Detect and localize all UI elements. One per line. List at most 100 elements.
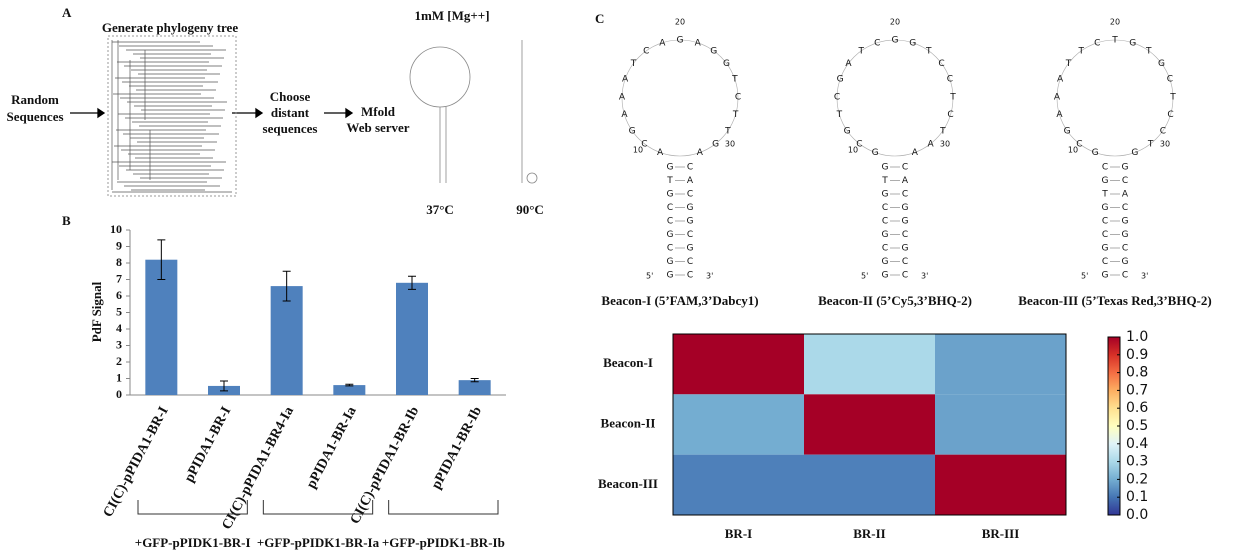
nucleotide: C (1122, 271, 1128, 281)
nucleotide: A (687, 176, 694, 186)
nucleotide: C (1160, 126, 1166, 136)
nucleotide: G (882, 230, 889, 240)
nucleotide: C (902, 190, 908, 200)
nucleotide: C (687, 190, 693, 200)
nucleotide: T (939, 126, 946, 136)
column-label: BR-III (982, 526, 1020, 541)
y-tick-label: 3 (116, 337, 122, 351)
nucleotide: T (1111, 36, 1118, 46)
nucleotide: T (949, 92, 956, 102)
heatmap-cell (935, 394, 1066, 454)
heatmap-cell (804, 334, 935, 394)
nucleotide: G (1102, 271, 1109, 281)
mfold-structures (410, 40, 537, 183)
nucleotide: C (687, 230, 693, 240)
strand-end: 3' (921, 272, 928, 281)
colorbar-tick-label: 0.3 (1126, 454, 1148, 470)
nucleotide: T (731, 75, 738, 85)
step-text: Random (11, 92, 59, 107)
nucleotide: G (667, 190, 674, 200)
strand-end: 3' (1141, 272, 1148, 281)
tree-frame (108, 36, 236, 196)
nucleotide: C (1102, 163, 1108, 173)
colorbar-tick-label: 0.7 (1126, 382, 1148, 398)
nucleotide: G (1102, 176, 1109, 186)
position-label: 30 (725, 140, 735, 149)
position-label: 20 (675, 18, 685, 27)
tree-title: Generate phylogeny tree (102, 20, 238, 35)
figure: A B C Generate phylogeny tree Random Seq… (0, 0, 1243, 551)
bar (459, 380, 491, 395)
y-tick-label: 4 (116, 321, 122, 335)
loop-outline (1057, 40, 1173, 156)
temperature: 37°C (426, 202, 454, 217)
nucleotide: G (882, 271, 889, 281)
nucleotide: T (836, 110, 843, 120)
x-tick-label: CI(C)-pPIDA1-BR4-Ia (220, 404, 298, 532)
nucleotide: A (902, 176, 909, 186)
x-tick-label: pPIDA1-BR-Ia (304, 404, 360, 491)
nucleotide: G (837, 75, 844, 85)
y-tick-label: 9 (116, 238, 122, 252)
nucleotide: T (1101, 190, 1108, 200)
nucleotide: C (735, 92, 741, 102)
position-label: 10 (1068, 146, 1078, 155)
nucleotide: G (892, 36, 899, 46)
step-text: Web server (346, 120, 409, 135)
nucleotide: C (947, 110, 953, 120)
nucleotide: C (938, 59, 944, 69)
nucleotide: A (619, 92, 626, 102)
step-text: sequences (263, 121, 318, 136)
y-tick-label: 1 (116, 370, 122, 384)
nucleotide: G (1122, 163, 1129, 173)
row-label: Beacon-III (598, 476, 658, 491)
nucleotide: C (667, 217, 673, 227)
nucleotide: C (1122, 176, 1128, 186)
step-text: distant (271, 105, 310, 120)
nucleotide: T (858, 46, 865, 56)
nucleotide: T (732, 110, 739, 120)
nucleotide: A (697, 148, 704, 158)
nucleotide: A (621, 110, 628, 120)
nucleotide: G (629, 126, 636, 136)
nucleotide: C (687, 257, 693, 267)
nucleotide: G (1064, 126, 1071, 136)
beacon-label: Beacon-II (5’Cy5,3’BHQ-2) (818, 293, 972, 308)
strand-end: 5' (646, 272, 653, 281)
beacon-label: Beacon-I (5’FAM,3’Dabcy1) (601, 293, 758, 308)
nucleotide: C (902, 257, 908, 267)
nucleotide: C (882, 244, 888, 254)
position-label: 30 (1160, 140, 1170, 149)
step-text: Sequences (6, 109, 63, 124)
nucleotide: G (723, 59, 730, 69)
position-label: 10 (633, 146, 643, 155)
loop-outline (622, 40, 738, 156)
nucleotide: C (1102, 217, 1108, 227)
bar (271, 286, 303, 395)
nucleotide: G (687, 244, 694, 254)
column-label: BR-II (853, 526, 886, 541)
y-axis-label: PdF Signal (89, 281, 104, 342)
nucleotide: A (845, 59, 852, 69)
nucleotide: C (687, 163, 693, 173)
temperature: 90°C (516, 202, 544, 217)
x-tick-label: pPIDA1-BR-Ib (429, 404, 485, 492)
step-text: Mfold (361, 104, 396, 119)
nucleotide: A (1057, 75, 1064, 85)
nucleotide: T (630, 59, 637, 69)
colorbar-tick-label: 0.6 (1126, 400, 1148, 416)
heatmap-cell (673, 334, 804, 394)
nucleotide: G (882, 163, 889, 173)
nucleotide: T (925, 46, 932, 56)
nucleotide: C (1122, 244, 1128, 254)
nucleotide: C (667, 203, 673, 213)
nucleotide: G (1158, 59, 1165, 69)
y-tick-label: 0 (116, 387, 122, 401)
y-tick-label: 6 (116, 288, 122, 302)
colorbar-tick-label: 1.0 (1126, 329, 1148, 345)
nucleotide: G (1092, 148, 1099, 158)
nucleotide: C (687, 271, 693, 281)
colorbar-tick-label: 0.2 (1126, 471, 1148, 487)
nucleotide: C (902, 230, 908, 240)
nucleotide: A (659, 38, 666, 48)
